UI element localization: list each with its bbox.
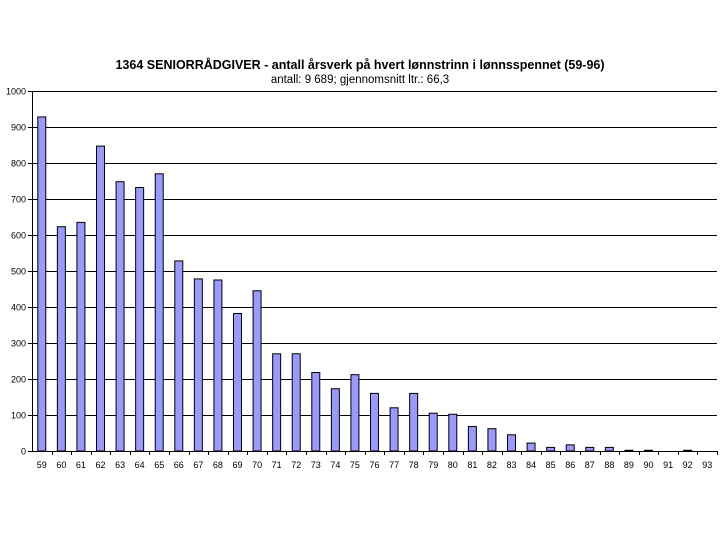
- x-tick-label: 60: [56, 460, 66, 470]
- x-tick-label: 93: [702, 460, 712, 470]
- bar: [585, 446, 595, 452]
- x-tick-label: 86: [565, 460, 575, 470]
- x-tick-label: 72: [291, 460, 301, 470]
- x-tick-label: 79: [428, 460, 438, 470]
- bar: [174, 260, 184, 452]
- chart-subtitle: antall: 9 689; gjennomsnitt ltr.: 66,3: [270, 74, 450, 86]
- x-tick-label: 92: [683, 460, 693, 470]
- bar: [350, 374, 360, 452]
- x-tick-label: 91: [663, 460, 673, 470]
- gridlines: [32, 91, 717, 452]
- chart-title: 1364 SENIORRÅDGIVER - antall årsverk på …: [115, 58, 605, 72]
- y-axis-ticks: 0 100 200 300 400 500 600 700 800 900 1000: [6, 87, 32, 457]
- bar: [604, 446, 614, 452]
- bar: [154, 173, 164, 452]
- x-tick-label: 87: [585, 460, 595, 470]
- x-tick-label: 84: [526, 460, 536, 470]
- bars: [37, 116, 693, 452]
- x-tick-label: 77: [389, 460, 399, 470]
- x-tick-label: 89: [624, 460, 634, 470]
- bar: [193, 278, 203, 452]
- bar: [683, 449, 693, 452]
- bar: [428, 412, 438, 452]
- y-tick-label: 100: [11, 411, 26, 421]
- bar: [291, 353, 301, 452]
- bar: [213, 279, 223, 452]
- x-tick-label: 64: [135, 460, 145, 470]
- bar: [311, 372, 321, 452]
- x-tick-label: 74: [330, 460, 340, 470]
- bar: [56, 226, 66, 452]
- bar: [409, 392, 419, 452]
- x-tick-label: 76: [369, 460, 379, 470]
- axes: [32, 91, 717, 452]
- x-tick-label: 78: [409, 460, 419, 470]
- y-tick-label: 200: [11, 375, 26, 385]
- bar: [76, 221, 86, 452]
- x-tick-label: 63: [115, 460, 125, 470]
- bar: [507, 434, 516, 452]
- bar: [272, 353, 282, 452]
- x-tick-label: 90: [643, 460, 653, 470]
- x-tick-label: 71: [272, 460, 282, 470]
- bar: [546, 446, 556, 452]
- y-tick-label: 1000: [6, 87, 26, 97]
- bar: [644, 449, 653, 452]
- x-tick-label: 61: [76, 460, 86, 470]
- bar: [252, 290, 262, 452]
- y-tick-label: 800: [11, 159, 26, 169]
- bar: [467, 426, 477, 452]
- x-axis-ticks: 59 60 61 62 63 64 65 66 67 68 69 70 71 72 73 74 75 76 77 78…: [37, 451, 718, 470]
- bar: [487, 428, 497, 452]
- x-tick-label: 82: [487, 460, 497, 470]
- x-tick-label: 67: [193, 460, 203, 470]
- x-tick-label: 80: [448, 460, 458, 470]
- bar: [370, 392, 379, 452]
- x-tick-label: 70: [252, 460, 262, 470]
- x-tick-label: 68: [213, 460, 223, 470]
- x-tick-label: 85: [546, 460, 556, 470]
- x-tick-label: 81: [467, 460, 477, 470]
- bar: [233, 312, 242, 452]
- y-tick-label: 0: [21, 447, 26, 457]
- y-tick-label: 300: [11, 339, 26, 349]
- x-tick-label: 69: [232, 460, 242, 470]
- x-tick-label: 65: [154, 460, 164, 470]
- bar: [526, 442, 536, 452]
- x-tick-label: 62: [95, 460, 105, 470]
- y-tick-label: 600: [11, 231, 26, 241]
- x-tick-label: 73: [311, 460, 321, 470]
- x-tick-label: 75: [350, 460, 360, 470]
- bar: [96, 145, 105, 452]
- x-tick-label: 83: [506, 460, 516, 470]
- y-tick-label: 900: [11, 123, 26, 133]
- bar: [115, 181, 125, 452]
- bar: [37, 116, 47, 452]
- y-tick-label: 400: [11, 303, 26, 313]
- x-tick-label: 88: [604, 460, 614, 470]
- bar: [330, 388, 340, 452]
- bar: [135, 186, 145, 452]
- x-tick-label: 59: [37, 460, 47, 470]
- y-tick-label: 500: [11, 267, 26, 277]
- bar: [624, 449, 634, 452]
- y-tick-label: 700: [11, 195, 26, 205]
- x-tick-label: 66: [174, 460, 184, 470]
- bar: [448, 413, 458, 452]
- bar: [565, 444, 575, 452]
- bar: [389, 407, 399, 452]
